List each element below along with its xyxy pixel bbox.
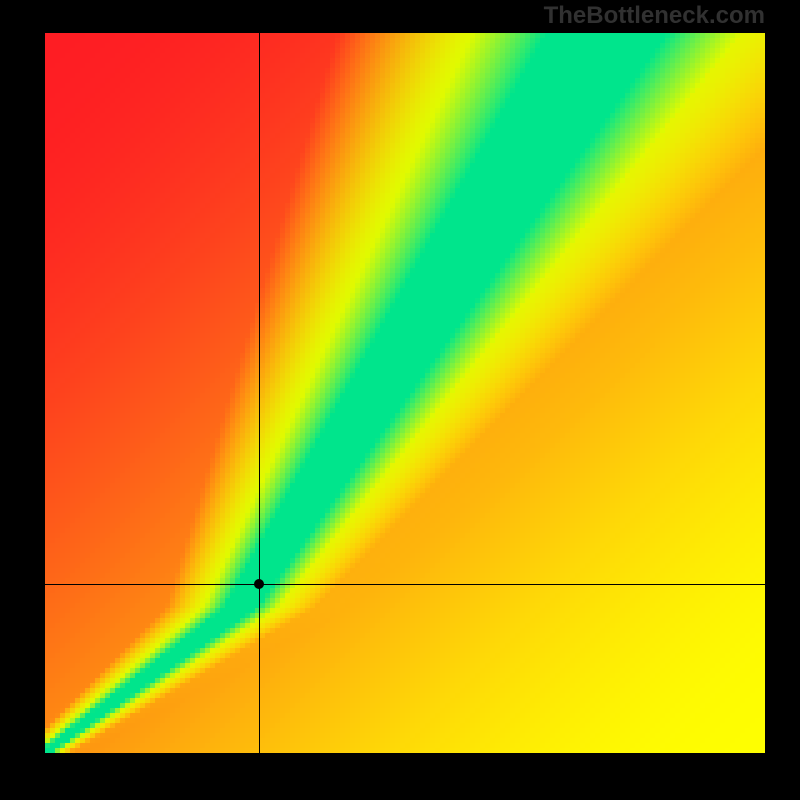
watermark-text: TheBottleneck.com xyxy=(544,2,765,30)
chart-container: TheBottleneck.com xyxy=(0,0,800,800)
crosshair-marker xyxy=(254,579,264,589)
crosshair-horizontal xyxy=(45,584,765,585)
bottleneck-heatmap xyxy=(45,33,765,753)
crosshair-vertical xyxy=(259,33,260,753)
